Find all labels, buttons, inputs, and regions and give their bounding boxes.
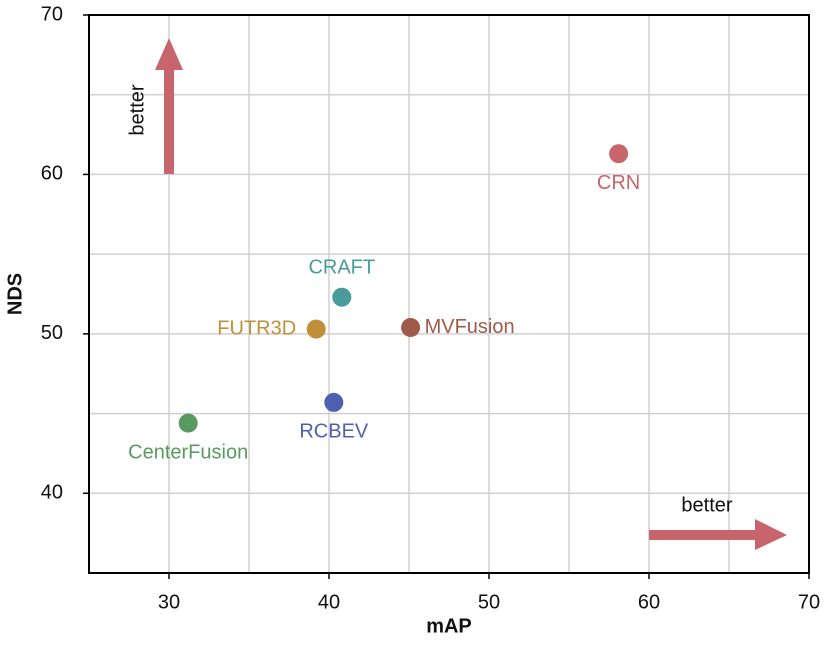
annotation: better (126, 84, 148, 135)
x-tick-label: 50 (478, 591, 500, 613)
x-tick-label: 40 (318, 591, 340, 613)
y-tick-label: 70 (41, 3, 63, 25)
plot-frame (88, 14, 810, 574)
point-label: CRAFT (308, 256, 375, 278)
point-label: MVFusion (425, 316, 515, 338)
point (306, 319, 326, 339)
x-tick-label: 30 (158, 591, 180, 613)
arrow-shaft (649, 530, 757, 540)
arrow-shaft (164, 68, 174, 174)
x-tick-label: 70 (798, 591, 820, 613)
point (401, 317, 421, 337)
y-tick-label: 40 (41, 482, 63, 504)
y-axis-label: NDS (4, 273, 26, 315)
point-label: CRN (597, 172, 640, 194)
x-tick-label: 60 (638, 591, 660, 613)
point (178, 413, 198, 433)
arrow-head (155, 38, 183, 70)
point (609, 144, 629, 164)
point-label: FUTR3D (217, 317, 296, 339)
y-tick-label: 60 (41, 163, 63, 185)
arrow-head (755, 519, 787, 550)
point (324, 392, 344, 412)
y-tick-label: 50 (41, 322, 63, 344)
point-label: CenterFusion (128, 441, 248, 463)
point (332, 287, 352, 307)
annotation: better (681, 494, 732, 516)
point-label: RCBEV (299, 421, 369, 443)
x-axis-label: mAP (426, 615, 472, 637)
